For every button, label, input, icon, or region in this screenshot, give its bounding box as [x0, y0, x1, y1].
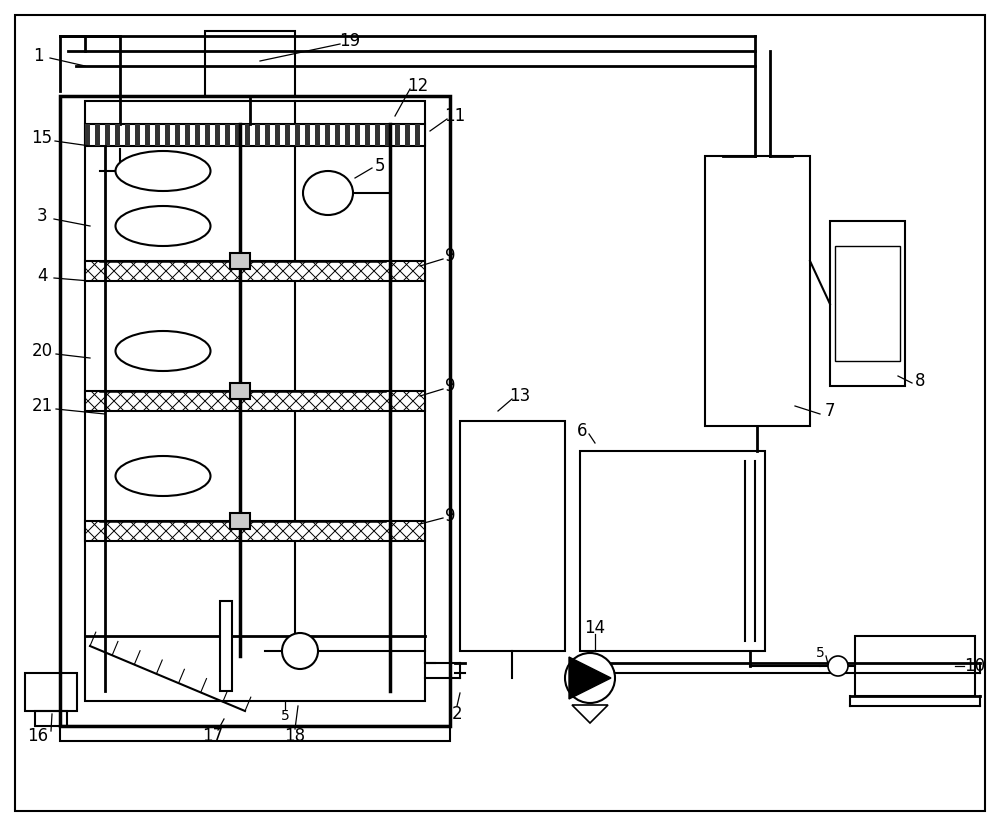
Circle shape: [282, 633, 318, 669]
Bar: [105, 124, 110, 146]
Bar: [335, 124, 340, 146]
Bar: [230, 383, 250, 399]
Bar: [580, 451, 765, 651]
Text: 21: 21: [31, 397, 53, 415]
Bar: [355, 124, 360, 146]
Bar: [215, 124, 220, 146]
Circle shape: [565, 653, 615, 703]
Bar: [205, 31, 295, 96]
Bar: [155, 124, 160, 146]
Bar: [245, 124, 250, 146]
Bar: [285, 124, 290, 146]
Bar: [255, 124, 260, 146]
Bar: [365, 124, 370, 146]
Text: 4: 4: [37, 267, 47, 285]
Bar: [405, 124, 410, 146]
Text: 12: 12: [407, 77, 429, 95]
Text: 9: 9: [445, 507, 455, 525]
Ellipse shape: [116, 151, 210, 191]
Circle shape: [828, 656, 848, 676]
Bar: [460, 421, 565, 651]
Ellipse shape: [116, 206, 210, 246]
Text: 10: 10: [964, 657, 986, 675]
Text: 17: 17: [202, 727, 224, 745]
Bar: [85, 261, 425, 281]
Bar: [125, 124, 130, 146]
Bar: [185, 124, 190, 146]
Bar: [60, 726, 450, 741]
Text: 13: 13: [509, 387, 531, 405]
Bar: [375, 124, 380, 146]
Bar: [205, 124, 210, 146]
Text: 5: 5: [816, 646, 824, 660]
Bar: [835, 246, 900, 361]
Bar: [85, 124, 90, 146]
Text: 9: 9: [445, 247, 455, 265]
Text: 5: 5: [375, 157, 385, 175]
Text: 8: 8: [915, 372, 925, 390]
Bar: [230, 253, 250, 269]
Bar: [220, 601, 232, 691]
Text: 15: 15: [31, 129, 53, 147]
Text: 6: 6: [577, 422, 587, 440]
Bar: [235, 124, 240, 146]
Text: 16: 16: [27, 727, 49, 745]
Bar: [415, 124, 420, 146]
Text: 2: 2: [452, 705, 462, 723]
Bar: [95, 124, 100, 146]
Bar: [395, 124, 400, 146]
Text: 3: 3: [37, 207, 47, 225]
Bar: [275, 124, 280, 146]
Text: 20: 20: [31, 342, 53, 360]
Bar: [165, 124, 170, 146]
Bar: [85, 521, 425, 541]
Ellipse shape: [116, 456, 210, 496]
Bar: [315, 124, 320, 146]
Bar: [145, 124, 150, 146]
Bar: [345, 124, 350, 146]
Bar: [705, 156, 810, 426]
Bar: [265, 124, 270, 146]
Polygon shape: [572, 705, 608, 723]
Bar: [135, 124, 140, 146]
Text: 18: 18: [284, 727, 306, 745]
Bar: [225, 124, 230, 146]
Bar: [385, 124, 390, 146]
Text: 19: 19: [339, 32, 361, 50]
Bar: [85, 124, 425, 146]
Bar: [830, 221, 905, 386]
Ellipse shape: [303, 171, 353, 215]
Text: 5: 5: [281, 709, 289, 723]
Text: 1: 1: [33, 47, 43, 65]
Bar: [25, 673, 77, 711]
Text: 7: 7: [825, 402, 835, 420]
Bar: [855, 636, 975, 696]
Ellipse shape: [116, 331, 210, 371]
Bar: [115, 124, 120, 146]
Bar: [230, 513, 250, 529]
Bar: [195, 124, 200, 146]
Bar: [85, 101, 425, 701]
Text: 9: 9: [445, 377, 455, 395]
Bar: [305, 124, 310, 146]
Bar: [295, 124, 300, 146]
Bar: [325, 124, 330, 146]
Bar: [60, 96, 450, 726]
Bar: [175, 124, 180, 146]
Polygon shape: [569, 657, 611, 699]
Text: 11: 11: [444, 107, 466, 125]
Bar: [85, 391, 425, 411]
Text: 14: 14: [584, 619, 606, 637]
Bar: [35, 711, 67, 726]
